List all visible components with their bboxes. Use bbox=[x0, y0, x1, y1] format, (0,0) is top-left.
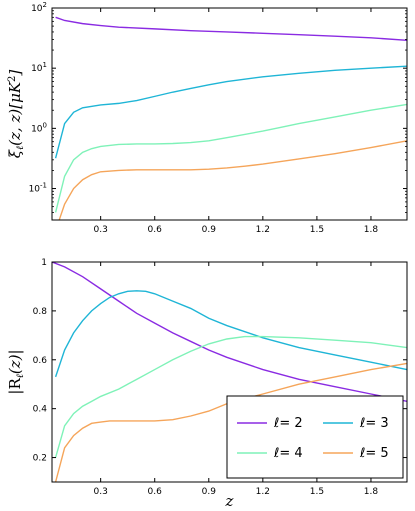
y-tick-label: 0.8 bbox=[33, 307, 48, 317]
y-tick-label: 10-1 bbox=[29, 182, 47, 195]
series-line-top-1 bbox=[55, 16, 407, 42]
y-tick-label: 102 bbox=[31, 1, 47, 14]
x-axis-label: z bbox=[225, 492, 234, 510]
legend-entry: ℓ= 4 bbox=[273, 446, 303, 461]
legend-entry: ℓ= 5 bbox=[359, 446, 389, 461]
series-line-top-3 bbox=[54, 103, 407, 213]
series-line-bottom-4 bbox=[54, 362, 407, 482]
y-tick-label: 1 bbox=[41, 258, 47, 268]
x-tick-label: 1.8 bbox=[364, 225, 379, 235]
legend: ℓ= 2 ℓ= 3 ℓ= 4 ℓ= 5 bbox=[226, 395, 404, 479]
x-tick-label: 1.5 bbox=[310, 225, 324, 235]
series-line-bottom-2 bbox=[54, 290, 407, 378]
y-tick-label: 100 bbox=[31, 121, 47, 134]
series-line-bottom-1 bbox=[52, 262, 407, 403]
plot-frame-top bbox=[51, 7, 408, 221]
legend-box bbox=[226, 395, 404, 479]
y-tick-label: 0.4 bbox=[33, 405, 48, 415]
x-tick-label: 0.6 bbox=[148, 487, 163, 497]
x-tick-label: 0.9 bbox=[202, 225, 217, 235]
plot-frame-bottom bbox=[51, 261, 408, 483]
x-tick-label: 1.8 bbox=[364, 487, 379, 497]
legend-entry: ℓ= 3 bbox=[359, 416, 389, 431]
y-tick-label: 101 bbox=[31, 61, 47, 74]
y-axis-label-bottom: |Rℓ(z)| bbox=[6, 349, 26, 394]
panel-top: 0.3 0.6 0.9 1.2 1.5 1.8 10-1 100 101 102 ξℓ(z, z)[… bbox=[6, 1, 408, 235]
series-line-bottom-3 bbox=[54, 335, 407, 458]
x-tick-label: 1.2 bbox=[256, 225, 270, 235]
x-tick-label: 0.3 bbox=[93, 225, 107, 235]
x-tick-label: 0.3 bbox=[93, 487, 107, 497]
x-tick-label: 0.6 bbox=[148, 225, 163, 235]
x-tick-label: 1.5 bbox=[310, 487, 324, 497]
y-tick-label: 0.6 bbox=[33, 356, 48, 366]
x-tick-label: 1.2 bbox=[256, 487, 270, 497]
y-axis-label-top: ξℓ(z, z)[μK2] bbox=[6, 70, 26, 159]
series-line-top-4 bbox=[58, 140, 407, 220]
panel-bottom: 0.3 0.6 0.9 1.2 1.5 1.80.20.40.60.81|Rℓ(z)|zℓ… bbox=[6, 258, 408, 510]
x-tick-label: 0.9 bbox=[202, 487, 217, 497]
series-line-top-2 bbox=[54, 65, 407, 159]
legend-entry: ℓ= 2 bbox=[273, 416, 303, 431]
y-tick-label: 0.2 bbox=[33, 454, 47, 464]
